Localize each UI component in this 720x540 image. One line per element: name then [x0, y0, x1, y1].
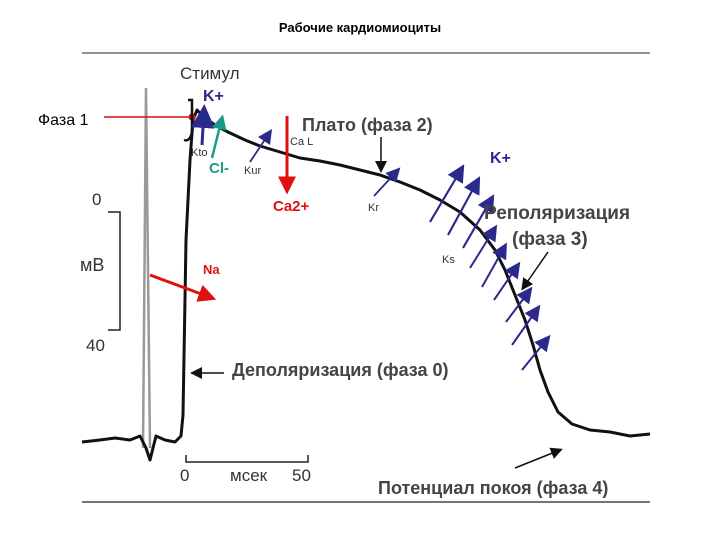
voltage-scale-bar [108, 211, 121, 331]
ks-arrow-6 [521, 334, 551, 371]
na-label: Na [203, 262, 220, 277]
msec-label: мсек [230, 466, 268, 485]
kur-label: Kur [244, 165, 262, 177]
ks-arrow-3 [493, 261, 521, 301]
rest-pointer [514, 447, 563, 469]
ks-label: Ks [442, 254, 455, 266]
ks-arrow-4 [505, 286, 533, 323]
depol-label: Деполяризация (фаза 0) [232, 360, 449, 380]
k-top-label: K+ [203, 88, 224, 105]
x-zero-label: 0 [180, 466, 190, 485]
k-arrow-1 [429, 164, 465, 223]
k-arrow-3 [462, 194, 495, 249]
kur-arrow [249, 129, 272, 163]
minus40-label: 40 [86, 336, 105, 355]
mv-label: мВ [80, 255, 105, 275]
k-right-label: K+ [490, 150, 511, 167]
ks-arrow-5 [511, 304, 541, 346]
page-title: Рабочие кардиомиоциты [278, 20, 442, 35]
ks-arrow-2 [481, 242, 507, 288]
action-potential-trace [81, 108, 651, 462]
stimulus-artifact [141, 87, 152, 449]
stimulus-label: Стимул [180, 64, 240, 83]
plateau-label: Плато (фаза 2) [302, 115, 433, 135]
kto-label: Kto [191, 147, 208, 159]
na-arrow [149, 273, 217, 302]
cl-arrow [210, 114, 227, 159]
time-scale-bar [185, 455, 309, 463]
zero-label: 0 [92, 190, 102, 209]
kto-arrow [190, 104, 215, 146]
repol-label-2: (фаза 3) [512, 229, 588, 250]
cal-label: Ca L [290, 136, 314, 148]
ks-arrow-1 [469, 224, 498, 269]
repol-pointer [521, 251, 549, 291]
ca2-label: Ca2+ [273, 198, 310, 215]
cl-label: Cl- [209, 160, 229, 177]
x-fifty-label: 50 [292, 466, 311, 485]
repol-label-1: Реполяризация [484, 203, 631, 224]
kr-label: Kr [368, 202, 379, 214]
rest-label: Потенциал покоя (фаза 4) [378, 478, 609, 498]
notch-bracket [183, 98, 194, 142]
k-arrow-2 [447, 176, 481, 236]
kr-arrow-1 [373, 167, 401, 197]
phase1-label: Фаза 1 [38, 112, 89, 129]
